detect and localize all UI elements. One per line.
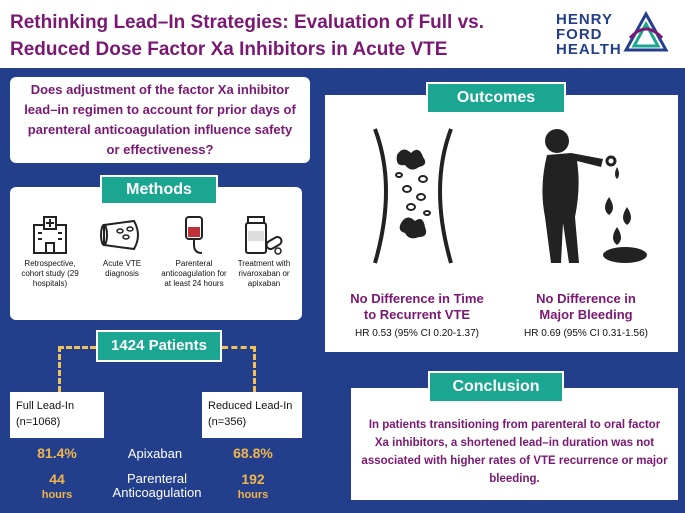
full-apixaban-stat: 81.4% [37,445,77,461]
reduced-lead-in-box: Reduced Lead-In (n=356) [202,392,302,438]
outcome-title-line: to Recurrent VTE [363,307,471,322]
blood-vessel-icon [100,219,139,251]
reduced-parenteral-stat: 192 hours [218,471,288,503]
outcome-vte-hr: HR 0.53 (95% CI 0.20-1.37) [355,328,479,339]
logo-line-3: HEALTH [556,41,622,58]
conclusion-label: Conclusion [428,371,564,403]
row-label-line: Parenteral [127,471,187,486]
pill-bottle-icon [245,216,283,255]
methods-label: Methods [100,175,218,205]
title-line-1: Rethinking Lead–In Strategies: Evaluatio… [10,12,485,33]
outcome-title-line: No Difference in [536,291,636,306]
conclusion-box: In patients transitioning from parentera… [351,388,678,500]
iv-bag-icon [185,216,203,254]
question-box: Does adjustment of the factor Xa inhibit… [10,77,310,163]
logo-mark-icon [623,10,669,52]
logo-line-1: HENRY [556,11,613,28]
logo-line-2: FORD [556,26,603,43]
arm-n: (n=1068) [16,416,61,428]
hospital-icon [33,216,67,254]
bleeding-person-icon [542,129,647,263]
row-label-apixaban: Apixaban [127,446,183,461]
full-lead-in-box: Full Lead-In (n=1068) [10,392,104,438]
patients-label: 1424 Patients [96,330,222,362]
stat-value: 192 [241,471,265,487]
arm-name: Reduced Lead-In [208,400,293,412]
blood-clot-vessel-icon [373,128,453,264]
method-item-study: Retrospective, cohort study (29 hospital… [14,215,86,289]
method-label: Parenteral anticoagulation for at least … [161,259,227,288]
connector-right [222,346,256,392]
reduced-apixaban-stat: 68.8% [233,445,273,461]
full-parenteral-stat: 44 hours [22,471,92,503]
connector-left [58,346,96,392]
method-label: Treatment with rivaroxaban or apixaban [237,259,291,288]
method-item-treatment: Treatment with rivaroxaban or apixaban [228,215,300,289]
outcome-bleeding-title: No Difference in Major Bleeding [501,291,671,323]
method-item-diagnosis: Acute VTE diagnosis [86,215,158,279]
outcome-bleeding-hr: HR 0.69 (95% CI 0.31-1.56) [524,328,648,339]
arm-name: Full Lead-In [16,400,75,412]
outcome-title-line: No Difference in Time [350,291,484,306]
row-label-parenteral: Parenteral Anticoagulation [96,472,218,500]
outcome-title-line: Major Bleeding [539,307,633,322]
page-title: Rethinking Lead–In Strategies: Evaluatio… [10,9,540,63]
row-label-line: Anticoagulation [112,485,202,500]
stat-value: 44 [49,471,65,487]
title-line-2: Reduced Dose Factor Xa Inhibitors in Acu… [10,39,448,60]
arm-n: (n=356) [208,416,247,428]
stat-unit: hours [41,489,73,501]
method-label: Retrospective, cohort study (29 hospital… [21,259,79,288]
outcome-vte-title: No Difference in Time to Recurrent VTE [332,291,502,323]
outcomes-box: No Difference in Time to Recurrent VTE H… [325,95,678,352]
outcomes-label: Outcomes [426,82,566,114]
conclusion-text: In patients transitioning from parentera… [361,419,668,485]
methods-box: Retrospective, cohort study (29 hospital… [10,187,302,320]
method-item-parenteral: Parenteral anticoagulation for at least … [158,215,230,289]
stat-unit: hours [237,489,269,501]
research-question: Does adjustment of the factor Xa inhibit… [24,82,296,157]
method-label: Acute VTE diagnosis [102,259,142,278]
header: Rethinking Lead–In Strategies: Evaluatio… [0,0,685,68]
logo: HENRY FORD HEALTH [556,12,622,57]
